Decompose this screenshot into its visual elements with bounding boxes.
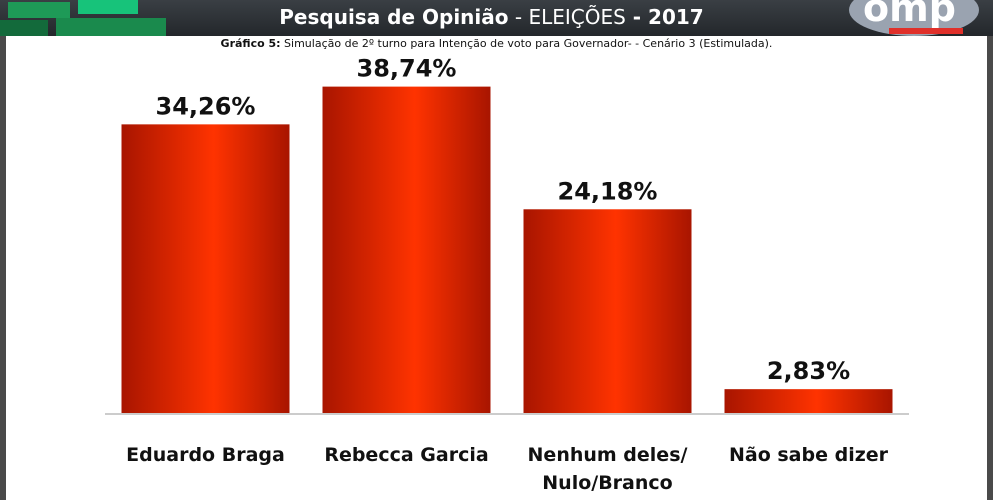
chart-title: Gráfico 5: Simulação de 2º turno para In… <box>0 37 993 50</box>
header-title-elections: ELEIÇÕES <box>528 5 626 29</box>
category-label-1: Rebecca Garcia <box>324 444 488 466</box>
header-title-year: 2017 <box>648 5 704 29</box>
category-label-3: Não sabe dizer <box>729 444 889 466</box>
data-label-0: 34,26% <box>156 92 256 120</box>
header-banner: Pesquisa de Opinião - ELEIÇÕES - 2017 om… <box>0 0 993 36</box>
data-label-2: 24,18% <box>558 177 658 205</box>
header-title-sep: - <box>508 5 529 29</box>
header-title: Pesquisa de Opinião - ELEIÇÕES - 2017 <box>170 2 813 32</box>
header-title-main: Pesquisa de Opinião <box>279 5 509 29</box>
chart-title-text: Simulação de 2º turno para Intenção de v… <box>280 37 773 50</box>
omp-logo-text: omp <box>863 0 956 30</box>
data-label-3: 2,83% <box>767 357 850 385</box>
data-label-1: 38,74% <box>357 55 457 83</box>
bar-1 <box>322 86 491 413</box>
header-title-dash: - <box>625 5 649 29</box>
chart-title-prefix: Gráfico 5: <box>220 37 281 50</box>
category-label-2-line-1: Nulo/Branco <box>542 472 672 494</box>
institute-logo <box>0 0 170 36</box>
category-label-2-line-0: Nenhum deles/ <box>528 444 688 466</box>
bar-2 <box>523 209 692 413</box>
bar-3 <box>724 389 893 413</box>
category-label-0: Eduardo Braga <box>126 444 285 466</box>
omp-logo: omp <box>849 0 979 36</box>
bar-0 <box>121 124 290 413</box>
